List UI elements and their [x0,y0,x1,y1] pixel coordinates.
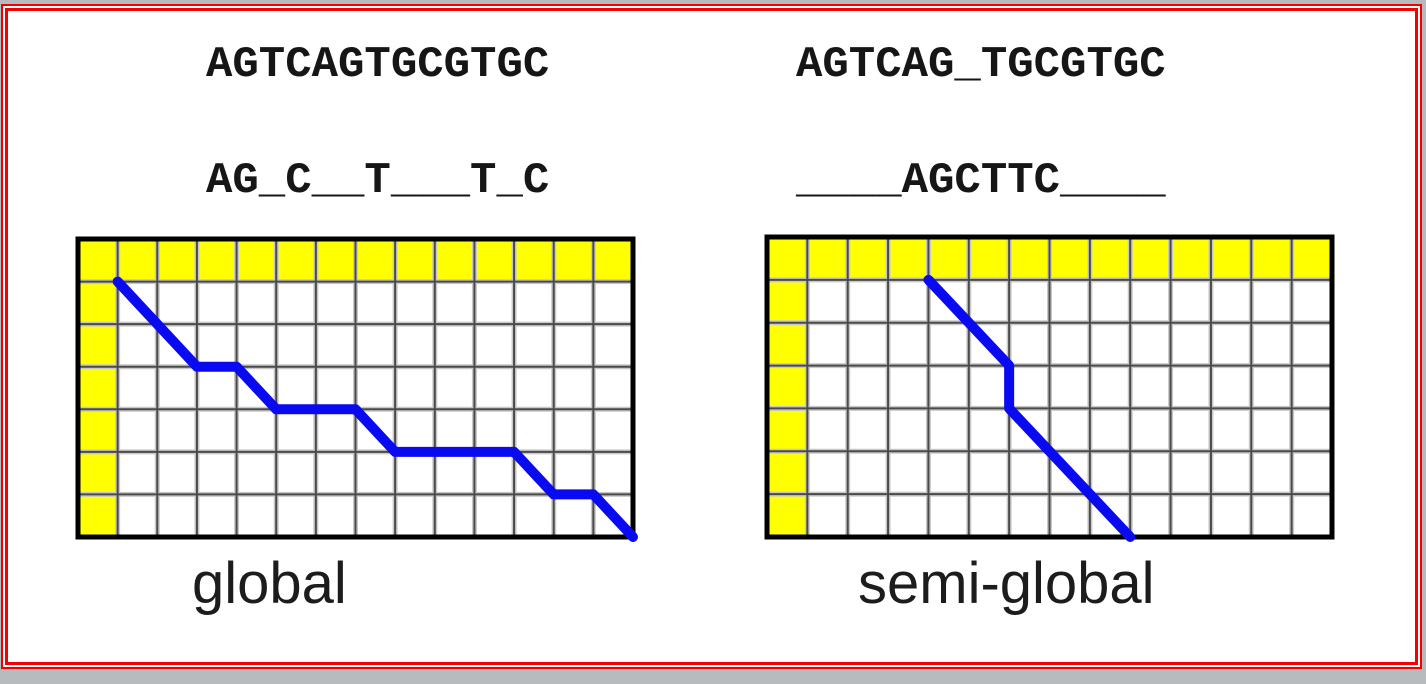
matrix-border [764,234,1335,540]
matrix-border [75,236,636,540]
alignment-text-global: AGTCAGTGCGTGC AG_C__T___T_C [206,36,549,210]
alignment-text-semi-global: AGTCAG_TGCGTGC ____AGCTTC____ [796,36,1166,210]
header-column [767,237,808,537]
dp-matrix-semi-global [764,234,1335,542]
alignment-bottom-sequence: AG_C__T___T_C [206,156,550,206]
alignment-bottom-sequence: ____AGCTTC____ [796,156,1166,206]
panel-label-global: global [192,551,347,616]
alignment-top-sequence: AGTCAGTGCGTGC [206,40,550,90]
alignment-path-global [112,276,638,542]
alignment-top-sequence: AGTCAG_TGCGTGC [796,40,1166,90]
dp-matrix-global [75,236,638,542]
panel-label-semi-global: semi-global [858,551,1155,616]
header-column [78,239,118,537]
alignment-path-semi-global [923,274,1136,542]
